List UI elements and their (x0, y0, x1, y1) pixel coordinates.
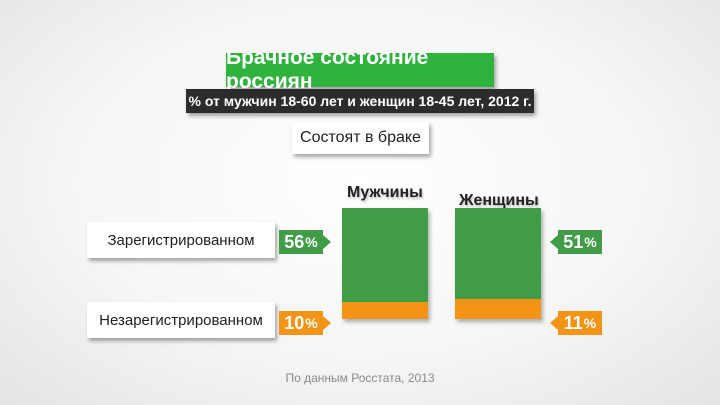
arrow-icon (550, 316, 558, 330)
value-men-unregistered: 10 (284, 312, 305, 333)
unit-sign: % (305, 315, 318, 331)
value-label-men-unregistered: 10% (279, 311, 323, 335)
value-label-women-registered: 51% (558, 230, 602, 254)
category-label-women: Женщины (459, 192, 539, 209)
legend-unregistered: Незарегистрированном (87, 302, 275, 338)
chart-subtitle: % от мужчин 18-60 лет и женщин 18-45 лет… (186, 89, 534, 113)
group-label: Состоят в браке (292, 122, 429, 154)
chart-title: Брачное состояние россиян (226, 46, 494, 93)
unit-sign: % (584, 234, 597, 250)
value-label-men-registered: 56% (279, 230, 323, 254)
legend-registered: Зарегистрированном (87, 222, 275, 258)
value-label-women-unregistered: 11% (558, 311, 602, 335)
value-women-registered: 51 (563, 231, 584, 252)
value-women-unregistered: 11 (563, 312, 583, 333)
unit-sign: % (305, 234, 318, 250)
category-label-men: Мужчины (347, 184, 423, 201)
bar-women (455, 208, 541, 319)
bar-women-unregistered (455, 299, 541, 319)
bar-men-registered (342, 208, 428, 302)
arrow-icon (323, 316, 331, 330)
bar-women-registered (455, 208, 541, 299)
arrow-icon (323, 235, 331, 249)
bar-men (342, 208, 428, 319)
unit-sign: % (583, 315, 597, 331)
value-men-registered: 56 (284, 231, 305, 252)
arrow-icon (550, 235, 558, 249)
source-note: По данным Росстата, 2013 (285, 371, 435, 385)
bar-men-unregistered (342, 302, 428, 319)
